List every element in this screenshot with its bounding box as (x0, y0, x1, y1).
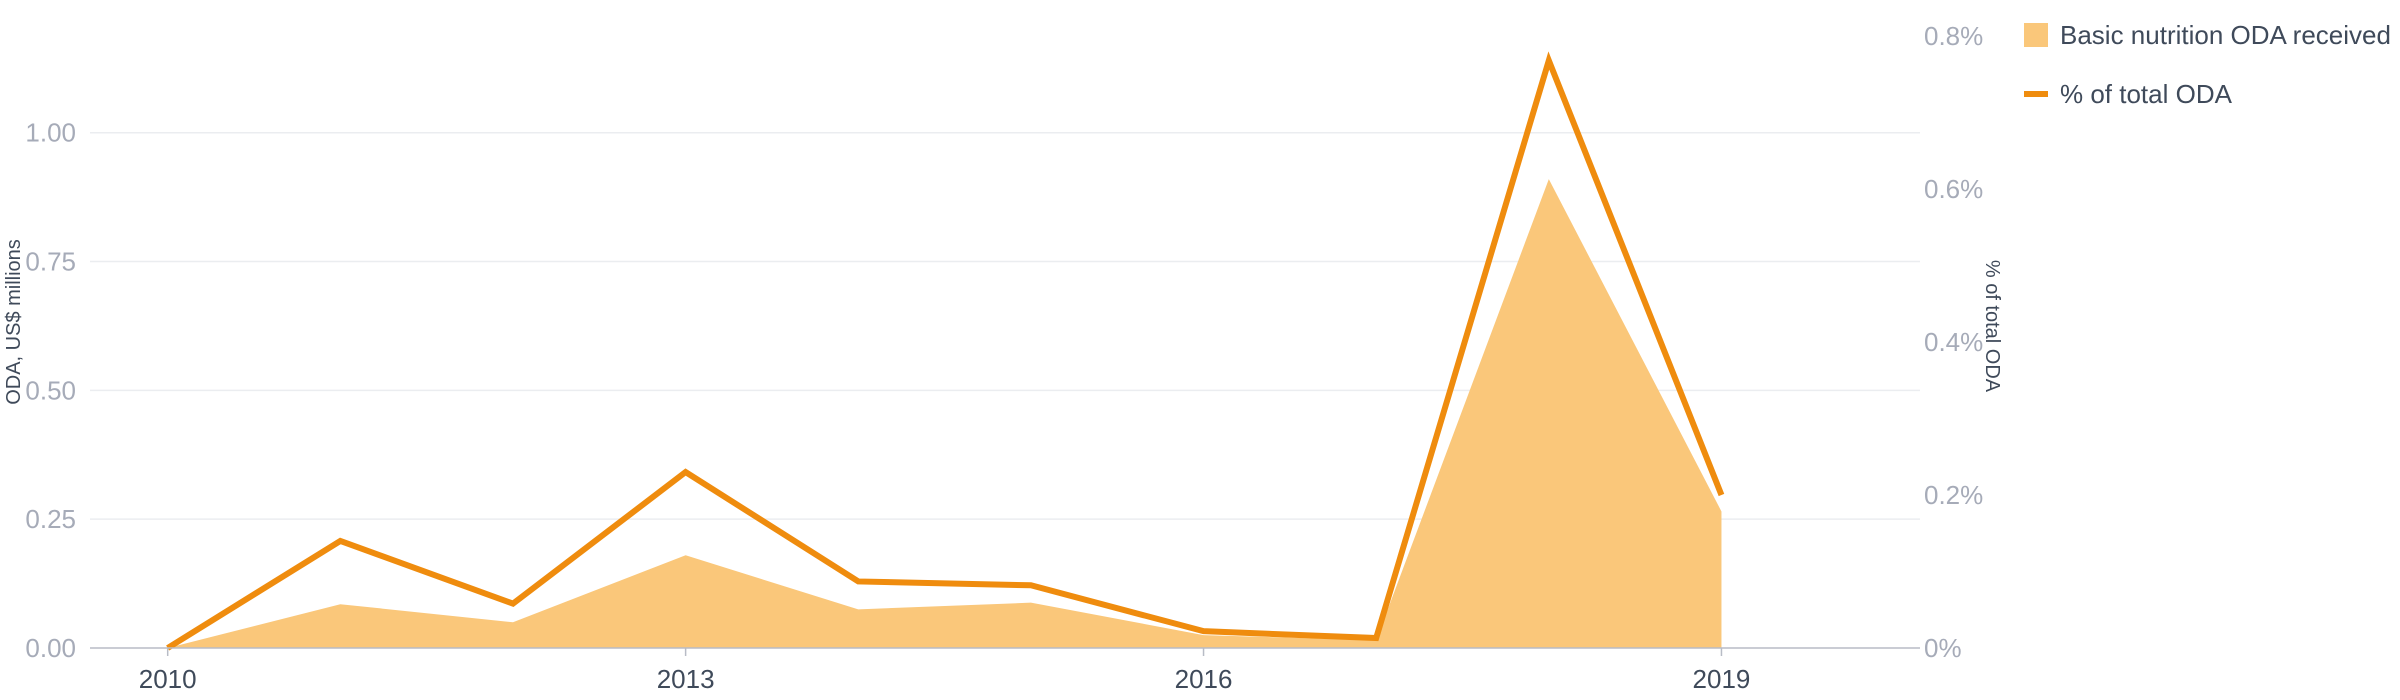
y-right-tick-label: 0% (1924, 633, 1962, 663)
line-path-percent-total-oda (166, 51, 1725, 651)
y-left-tick-label: 0.75 (25, 247, 76, 277)
y-left-tick-label: 1.00 (25, 118, 76, 148)
legend-swatch-line (2024, 91, 2048, 97)
y-right-tick-label: 0.6% (1924, 174, 1983, 204)
line-series (166, 51, 1725, 651)
legend-swatch-area (2024, 23, 2048, 47)
legend-label-area: Basic nutrition ODA received (2060, 20, 2391, 50)
x-tick-label: 2013 (657, 664, 715, 694)
y-left-tick-label: 0.25 (25, 504, 76, 534)
area-path-basic-nutrition-oda (167, 179, 1722, 648)
y-right-tick-label: 0.8% (1924, 21, 1983, 51)
y-right-tick-label: 0.4% (1924, 327, 1983, 357)
y-axis-right-title: % of total ODA (1981, 260, 2003, 393)
legend-label-line: % of total ODA (2060, 79, 2233, 109)
legend-item-area[interactable]: Basic nutrition ODA received (2024, 20, 2391, 50)
x-tick-label: 2019 (1693, 664, 1751, 694)
y-left-tick-label: 0.50 (25, 375, 76, 405)
axes: 0.00 0.25 0.50 0.75 1.00 0% 0.2% 0.4% 0.6% 0.8% 20… (25, 21, 1983, 694)
y-right-tick-label: 0.2% (1924, 480, 1983, 510)
legend: Basic nutrition ODA received % of total … (2024, 20, 2391, 109)
legend-item-line[interactable]: % of total ODA (2024, 79, 2233, 109)
x-tick-label: 2010 (139, 664, 197, 694)
y-axis-left-title: ODA, US$ millions (3, 239, 25, 405)
y-left-tick-label: 0.00 (25, 633, 76, 663)
area-series (167, 179, 1722, 648)
x-tick-label: 2016 (1175, 664, 1233, 694)
